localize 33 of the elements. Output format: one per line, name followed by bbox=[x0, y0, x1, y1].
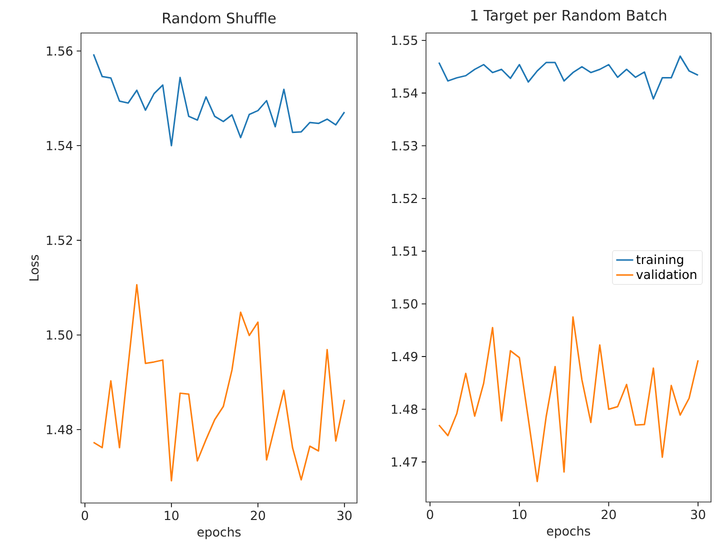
chart-title: Random Shuffle bbox=[163, 12, 276, 24]
x-axis-title: epochs bbox=[546, 526, 590, 538]
legend-label: validation bbox=[636, 269, 696, 280]
y-tick-label: 1.51 bbox=[392, 246, 418, 256]
chart-title: 1 Target per Random Batch bbox=[471, 10, 666, 24]
y-tick-label: 1.54 bbox=[46, 141, 73, 150]
y-tick-label: 1.48 bbox=[46, 424, 72, 434]
x-tick-label: 0 bbox=[82, 510, 88, 520]
x-tick-label: 20 bbox=[250, 510, 266, 520]
y-tick-label: 1.56 bbox=[46, 46, 72, 56]
y-tick-label: 1.49 bbox=[392, 352, 418, 362]
x-tick-label: 30 bbox=[337, 510, 352, 520]
line-series bbox=[92, 284, 346, 482]
y-tick-label: 1.50 bbox=[46, 330, 72, 340]
y-tick-label: 1.53 bbox=[392, 141, 418, 150]
y-tick-label: 1.47 bbox=[392, 457, 418, 466]
y-tick-label: 1.52 bbox=[46, 236, 72, 246]
y-tick-label: 1.55 bbox=[392, 36, 418, 46]
y-tick-label: 1.50 bbox=[392, 299, 418, 309]
x-tick-label: 0 bbox=[426, 510, 434, 520]
y-axis-title: Loss bbox=[29, 254, 39, 280]
x-tick-label: 30 bbox=[691, 510, 706, 520]
x-tick-label: 20 bbox=[602, 510, 616, 520]
y-tick-label: 1.52 bbox=[392, 194, 417, 204]
legend-label: training bbox=[636, 254, 684, 267]
line-series bbox=[92, 54, 346, 146]
y-tick-label: 1.48 bbox=[392, 404, 418, 414]
x-tick-label: 10 bbox=[512, 510, 526, 520]
line-series bbox=[438, 55, 699, 100]
x-axis-title: epochs bbox=[197, 527, 241, 540]
line-series bbox=[438, 316, 699, 482]
x-tick-label: 10 bbox=[164, 510, 179, 520]
y-tick-label: 1.54 bbox=[392, 88, 418, 98]
